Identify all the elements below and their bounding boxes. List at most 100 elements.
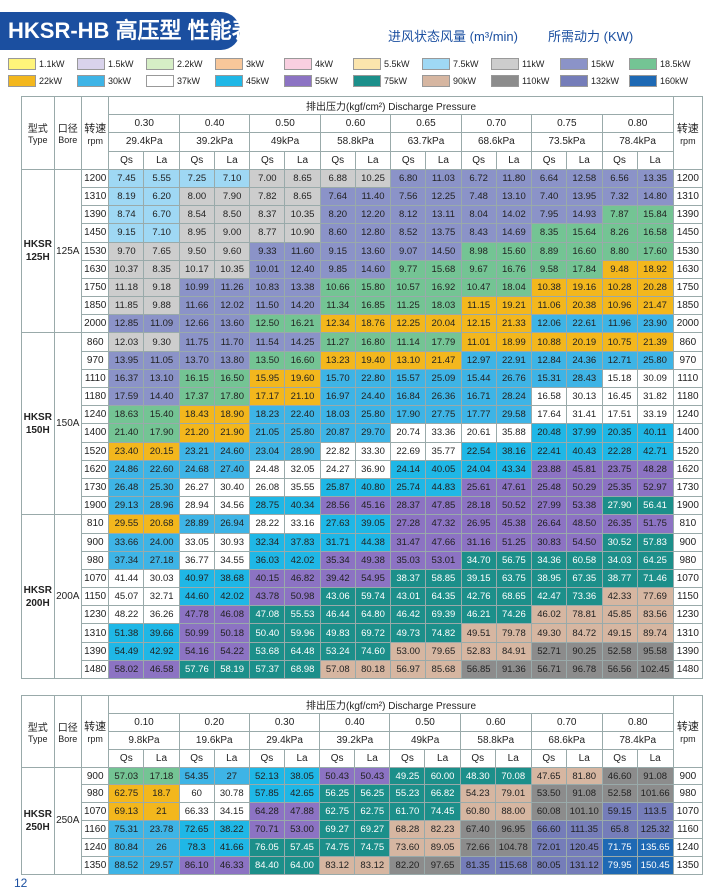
performance-table-250: 型式 Type 口径 Bore 转速 rpm 排出压力(kgf/cm²) Discharge…: [21, 695, 703, 875]
la-cell: 12.80: [354, 223, 392, 243]
la-cell: 36.26: [143, 605, 180, 625]
la-cell: 12.20: [354, 205, 392, 225]
qs-cell: 8.74: [108, 205, 145, 225]
la-cell: 18.7: [143, 784, 180, 804]
qs-cell: 16.71: [460, 386, 497, 407]
la-cell: 25.09: [425, 368, 462, 389]
la-cell: 79.65: [425, 641, 462, 661]
qs-cell: 8.26: [601, 223, 638, 243]
la-cell: 9.30: [143, 332, 180, 352]
qs-cell: 8.20: [319, 205, 356, 225]
legend-swatch: [629, 75, 657, 87]
la-cell: 38.68: [213, 568, 251, 589]
bore-cell: 200A: [53, 514, 83, 679]
la-header: La: [636, 150, 674, 170]
la-cell: 12.02: [213, 296, 251, 316]
qs-header: Qs: [248, 748, 285, 768]
qs-cell: 55.23: [389, 784, 426, 804]
pressure-kgf-cell: 0.20: [178, 712, 250, 732]
pressure-kgf-cell: 0.40: [319, 712, 391, 732]
la-cell: 113.5: [636, 802, 674, 822]
rpm-cell-right: 1520: [672, 441, 703, 461]
pressure-kgf-cell: 0.50: [249, 114, 321, 134]
qs-cell: 70.71: [248, 820, 285, 840]
la-cell: 16.21: [284, 314, 321, 334]
qs-cell: 8.77: [249, 223, 286, 243]
la-cell: 69.27: [354, 820, 391, 840]
la-cell: 96.78: [566, 659, 603, 680]
bore-cell: 150A: [53, 332, 83, 516]
header-row: 型式 Type 口径 Bore 转速 rpm 排出压力(kgf/cm²) Discharge…: [21, 695, 703, 768]
qs-cell: 6.56: [601, 168, 638, 188]
qs-cell: 27.90: [601, 496, 638, 516]
legend-item: 160kW: [629, 73, 698, 89]
la-cell: 15.68: [425, 259, 462, 279]
qs-cell: 53.68: [249, 641, 286, 661]
pressure-kpa-row: 9.8kPa 19.6kPa 29.4kPa 39.2kPa 49kPa 58.8kPa 6…: [22, 730, 703, 750]
la-cell: 16.58: [636, 223, 674, 243]
la-cell: 37.83: [284, 532, 321, 552]
legend-swatch: [77, 75, 105, 87]
qs-cell: 10.28: [601, 277, 638, 298]
qs-cell: 24.27: [319, 459, 356, 479]
rpm-cell-right: 980: [672, 550, 703, 570]
qs-cell: 28.18: [460, 496, 497, 516]
rpm-cell: 1750: [81, 277, 110, 298]
qs-cell: 54.16: [178, 641, 215, 661]
qs-cell: 82.20: [389, 856, 426, 875]
rpm-cell-right: 1070: [672, 568, 703, 589]
la-cell: 13.60: [213, 314, 251, 334]
la-cell: 111.35: [565, 820, 603, 840]
la-cell: 12.25: [425, 186, 462, 207]
legend-label: 75kW: [384, 76, 408, 86]
la-cell: 101.66: [636, 784, 674, 804]
qs-cell: 38.77: [601, 568, 638, 589]
rpm-cell-right: 1850: [672, 296, 703, 316]
table-row: 1310 8.19 6.20 8.00 7.90 7.82 8.65 7.64 11.40 7.5…: [22, 186, 703, 207]
qs-cell: 12.06: [531, 314, 568, 334]
speed-label-en: rpm: [680, 734, 696, 745]
la-cell: 7.10: [143, 223, 180, 243]
qs-cell: 16.15: [178, 368, 215, 389]
model-name: HKSR: [23, 584, 52, 596]
la-cell: 35.55: [284, 477, 321, 498]
qs-cell: 22.41: [531, 441, 568, 461]
legend-swatch: [353, 58, 381, 70]
qs-cell: 29.55: [108, 514, 145, 534]
la-cell: 50.18: [213, 623, 251, 643]
qs-cell: 65.8: [601, 820, 638, 840]
qs-cell: 80.05: [530, 856, 567, 875]
la-cell: 45.38: [495, 514, 533, 534]
qs-cell: 8.89: [531, 241, 568, 261]
qs-cell: 56.56: [601, 659, 638, 680]
legend-swatch: [284, 75, 312, 87]
pressure-kpa-cell: 39.2kPa: [319, 730, 391, 750]
qs-cell: 17.90: [390, 405, 427, 425]
qs-cell: 17.37: [178, 386, 215, 407]
la-cell: 6.20: [143, 186, 180, 207]
legend-swatch: [215, 58, 243, 70]
la-cell: 16.60: [566, 241, 603, 261]
qs-cell: 7.32: [601, 186, 638, 207]
qs-header: Qs: [108, 748, 145, 768]
la-cell: 21.39: [636, 332, 674, 352]
rpm-cell: 2000: [81, 314, 110, 334]
la-header: La: [213, 748, 250, 768]
la-cell: 50.98: [284, 587, 321, 607]
la-cell: 21.10: [284, 386, 321, 407]
rpm-cell-right: 1150: [672, 587, 703, 607]
qs-cell: 27.28: [390, 514, 427, 534]
speed-label-en: rpm: [87, 135, 104, 146]
qs-cell: 15.18: [601, 368, 638, 389]
qs-cell: 31.47: [390, 532, 427, 552]
rpm-cell: 1530: [81, 241, 110, 261]
qs-cell: 78.3: [178, 838, 215, 858]
table-row: 1390 8.74 6.70 8.54 8.50 8.37 10.35 8.20 12.20 8.…: [22, 205, 703, 225]
qs-cell: 22.69: [390, 441, 427, 461]
la-cell: 95.58: [636, 641, 674, 661]
qs-cell: 36.77: [178, 550, 215, 570]
la-cell: 44.38: [354, 532, 392, 552]
la-cell: 73.36: [566, 587, 603, 607]
la-cell: 14.40: [143, 386, 180, 407]
la-cell: 54.50: [566, 532, 603, 552]
